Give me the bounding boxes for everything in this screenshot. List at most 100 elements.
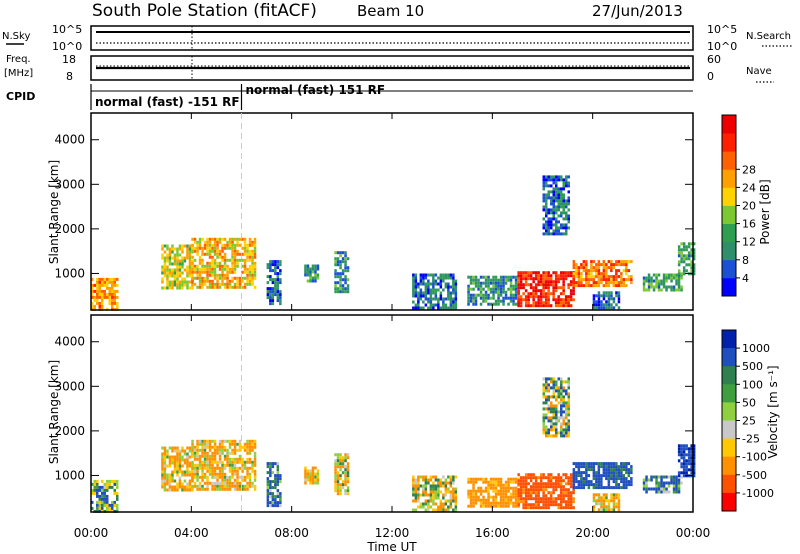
data-cell (339, 477, 342, 481)
data-cell (447, 273, 450, 277)
data-cell (424, 276, 428, 280)
data-cell (612, 477, 616, 481)
data-cell (221, 273, 224, 277)
data-cell (557, 286, 560, 290)
data-cell (186, 455, 189, 459)
data-cell (442, 279, 445, 283)
data-cell (246, 469, 249, 473)
data-cell (657, 487, 661, 491)
data-cell (542, 422, 545, 426)
data-cell (314, 276, 317, 280)
data-cell (414, 499, 418, 503)
data-cell (522, 271, 525, 275)
data-cell (565, 205, 568, 209)
data-cell (547, 383, 550, 387)
data-cell (600, 505, 603, 509)
data-cell (615, 486, 618, 490)
data-cell (655, 273, 658, 277)
data-cell (625, 284, 628, 288)
data-cell (266, 266, 270, 270)
data-cell (607, 465, 611, 469)
data-cell (620, 468, 623, 472)
data-cell (537, 295, 540, 299)
data-cell (266, 290, 270, 294)
data-cell (238, 466, 242, 470)
data-cell (552, 199, 555, 203)
data-cell (251, 442, 254, 446)
data-cell (545, 413, 548, 417)
data-cell (238, 475, 242, 479)
data-cell (163, 262, 167, 266)
data-cell (557, 479, 560, 483)
data-cell (682, 465, 686, 469)
data-cell (682, 450, 686, 454)
data-cell (191, 472, 194, 476)
data-cell (454, 294, 458, 298)
data-cell (213, 261, 217, 265)
data-cell (271, 501, 275, 505)
data-cell (527, 277, 530, 281)
data-cell (414, 490, 418, 494)
data-cell (186, 467, 189, 471)
data-cell (474, 278, 478, 282)
data-cell (572, 488, 575, 492)
data-cell (524, 280, 528, 284)
data-cell (685, 465, 688, 469)
data-cell (555, 211, 558, 215)
data-cell (103, 482, 106, 486)
data-cell (344, 453, 347, 457)
data-cell (519, 304, 523, 308)
data-cell (334, 275, 337, 279)
data-cell (477, 284, 480, 288)
data-cell (622, 462, 626, 466)
data-cell (545, 205, 548, 209)
data-cell (522, 479, 525, 483)
data-cell (597, 306, 601, 310)
data-cell (559, 298, 563, 302)
data-cell (492, 504, 495, 508)
data-cell (238, 487, 242, 491)
data-cell (221, 282, 224, 286)
data-cell (412, 508, 415, 512)
data-cell (492, 287, 495, 291)
data-cell (577, 281, 581, 285)
data-cell (532, 301, 535, 305)
data-cell (514, 480, 518, 484)
data-cell (597, 266, 601, 270)
data-cell (452, 487, 455, 491)
data-cell (565, 380, 568, 384)
data-cell (597, 465, 601, 469)
data-cell (276, 296, 280, 300)
data-cell (572, 292, 575, 296)
data-cell (547, 416, 550, 420)
data-cell (597, 468, 601, 472)
data-cell (545, 193, 548, 197)
data-cell (575, 263, 578, 267)
data-cell (565, 428, 568, 432)
data-cell (542, 277, 545, 281)
data-cell (113, 277, 116, 281)
data-cell (514, 504, 518, 508)
data-cell (181, 247, 184, 251)
data-cell (161, 446, 164, 450)
data-cell (564, 295, 568, 299)
data-cell (101, 485, 104, 489)
data-cell (166, 280, 169, 284)
data-cell (233, 445, 237, 449)
data-cell (336, 251, 340, 255)
data-cell (412, 291, 415, 295)
data-cell (550, 407, 553, 411)
data-cell (206, 252, 209, 256)
data-cell (241, 457, 244, 461)
data-cell (246, 276, 249, 280)
data-cell (502, 489, 505, 493)
data-cell (442, 508, 445, 512)
data-cell (625, 266, 628, 270)
data-cell (166, 464, 169, 468)
data-cell (672, 490, 676, 494)
data-cell (253, 252, 257, 256)
data-cell (625, 260, 628, 264)
data-cell (487, 501, 490, 505)
data-cell (627, 275, 631, 279)
data-cell (539, 476, 543, 480)
